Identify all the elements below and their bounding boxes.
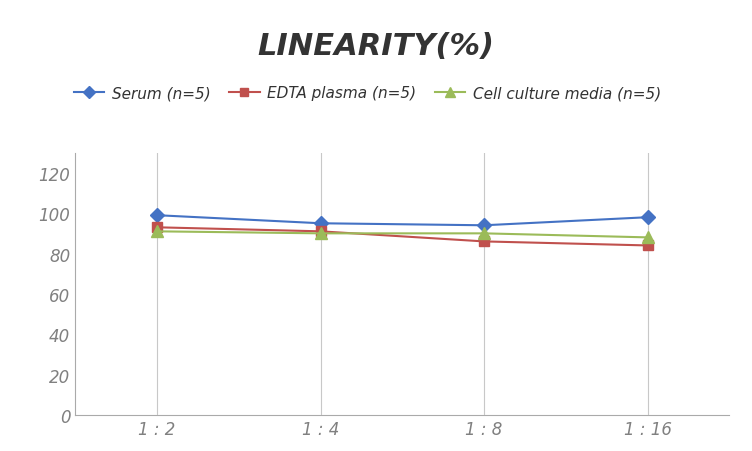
Line: Serum (n=5): Serum (n=5) [152, 211, 653, 230]
Cell culture media (n=5) [153, 229, 162, 235]
Serum (n=5) [316, 221, 325, 226]
EDTA plasma (n=5) [153, 225, 162, 230]
Line: EDTA plasma (n=5): EDTA plasma (n=5) [152, 223, 653, 251]
Cell culture media (n=5) [643, 235, 652, 240]
Serum (n=5) [643, 215, 652, 221]
Serum (n=5) [153, 213, 162, 218]
EDTA plasma (n=5) [480, 239, 489, 244]
Line: Cell culture media (n=5): Cell culture media (n=5) [151, 226, 653, 244]
Legend: Serum (n=5), EDTA plasma (n=5), Cell culture media (n=5): Serum (n=5), EDTA plasma (n=5), Cell cul… [68, 80, 667, 107]
EDTA plasma (n=5) [643, 243, 652, 249]
Text: LINEARITY(%): LINEARITY(%) [257, 32, 495, 60]
Cell culture media (n=5) [480, 231, 489, 236]
Serum (n=5) [480, 223, 489, 229]
Cell culture media (n=5) [316, 231, 325, 236]
EDTA plasma (n=5) [316, 229, 325, 235]
